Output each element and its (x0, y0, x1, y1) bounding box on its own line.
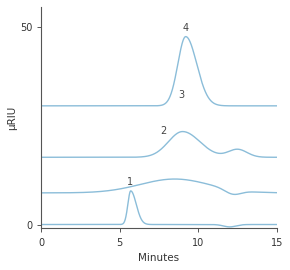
Text: 4: 4 (183, 23, 189, 33)
X-axis label: Minutes: Minutes (138, 253, 180, 263)
Y-axis label: μRIU: μRIU (7, 106, 17, 130)
Text: 1: 1 (127, 177, 133, 187)
Text: 3: 3 (178, 90, 184, 100)
Text: 2: 2 (161, 126, 167, 136)
